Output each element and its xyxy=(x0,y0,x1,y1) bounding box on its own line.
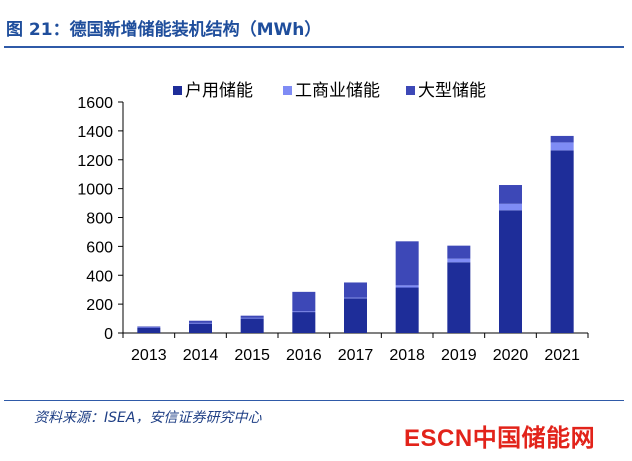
source-note: 资料来源：ISEA，安信证券研究中心 xyxy=(34,410,262,426)
x-tick-label: 2016 xyxy=(286,347,322,364)
x-tick-label: 2017 xyxy=(338,347,374,364)
bar-residential-2018 xyxy=(395,287,419,333)
y-tick-label: 0 xyxy=(104,326,113,343)
watermark-logo: ESCN中国储能网 xyxy=(404,418,595,453)
y-tick-label: 1400 xyxy=(77,124,113,141)
bar-utility-2021 xyxy=(550,135,574,143)
bar-commercial-2019 xyxy=(447,258,471,263)
y-tick-label: 800 xyxy=(86,211,113,228)
legend-swatch xyxy=(283,86,292,95)
bar-utility-2017 xyxy=(344,282,367,298)
bar-residential-2016 xyxy=(292,312,316,333)
bar-utility-2019 xyxy=(447,245,471,259)
y-tick-label: 200 xyxy=(86,297,113,314)
legend-swatch xyxy=(406,86,415,95)
bar-commercial-2015 xyxy=(240,317,264,319)
legend-label: 户用储能 xyxy=(185,81,253,101)
bar-residential-2013 xyxy=(137,327,161,333)
chart-canvas: 0 200 400 600 800 1000 1200 1400 1600 2013 2014 201… xyxy=(77,81,589,364)
x-tick-label: 2019 xyxy=(441,347,477,364)
bar-residential-2015 xyxy=(240,318,264,333)
legend-swatch xyxy=(173,86,182,95)
bar-residential-2019 xyxy=(447,262,471,333)
watermark-brand: ESCN xyxy=(404,425,473,452)
bar-utility-2018 xyxy=(395,241,419,286)
x-tick-label: 2014 xyxy=(183,347,219,364)
x-tick-label: 2015 xyxy=(234,347,270,364)
bar-commercial-2021 xyxy=(550,142,574,151)
bar-commercial-2018 xyxy=(395,285,419,288)
title-divider xyxy=(4,46,624,48)
bar-residential-2014 xyxy=(189,323,212,333)
y-tick-label: 1600 xyxy=(77,95,113,112)
bar-utility-2016 xyxy=(292,291,316,312)
x-tick-label: 2020 xyxy=(493,347,529,364)
y-tick-label: 600 xyxy=(86,239,113,256)
figure-title: 图 21：德国新增储能装机结构（MWh） xyxy=(6,20,322,40)
y-tick-label: 400 xyxy=(86,268,113,285)
x-tick-label: 2021 xyxy=(544,347,580,364)
bar-utility-2015 xyxy=(240,315,264,318)
x-tick-label: 2013 xyxy=(131,347,167,364)
x-tick-label: 2018 xyxy=(389,347,425,364)
bar-commercial-2020 xyxy=(499,203,522,211)
bar-residential-2020 xyxy=(499,210,522,333)
watermark-name: 中国储能网 xyxy=(472,425,596,452)
legend-label: 工商业储能 xyxy=(295,81,380,101)
legend-label: 大型储能 xyxy=(418,81,486,101)
bar-utility-2014 xyxy=(189,320,212,323)
source-divider xyxy=(4,400,624,401)
bar-utility-2013 xyxy=(137,326,161,328)
bar-residential-2017 xyxy=(344,298,367,333)
bar-commercial-2016 xyxy=(292,311,316,313)
y-tick-label: 1200 xyxy=(77,153,113,170)
y-tick-label: 1000 xyxy=(77,182,113,199)
bar-residential-2021 xyxy=(550,150,574,333)
bar-utility-2020 xyxy=(499,185,522,204)
bar-commercial-2017 xyxy=(344,297,367,299)
bar-commercial-2014 xyxy=(189,322,212,324)
